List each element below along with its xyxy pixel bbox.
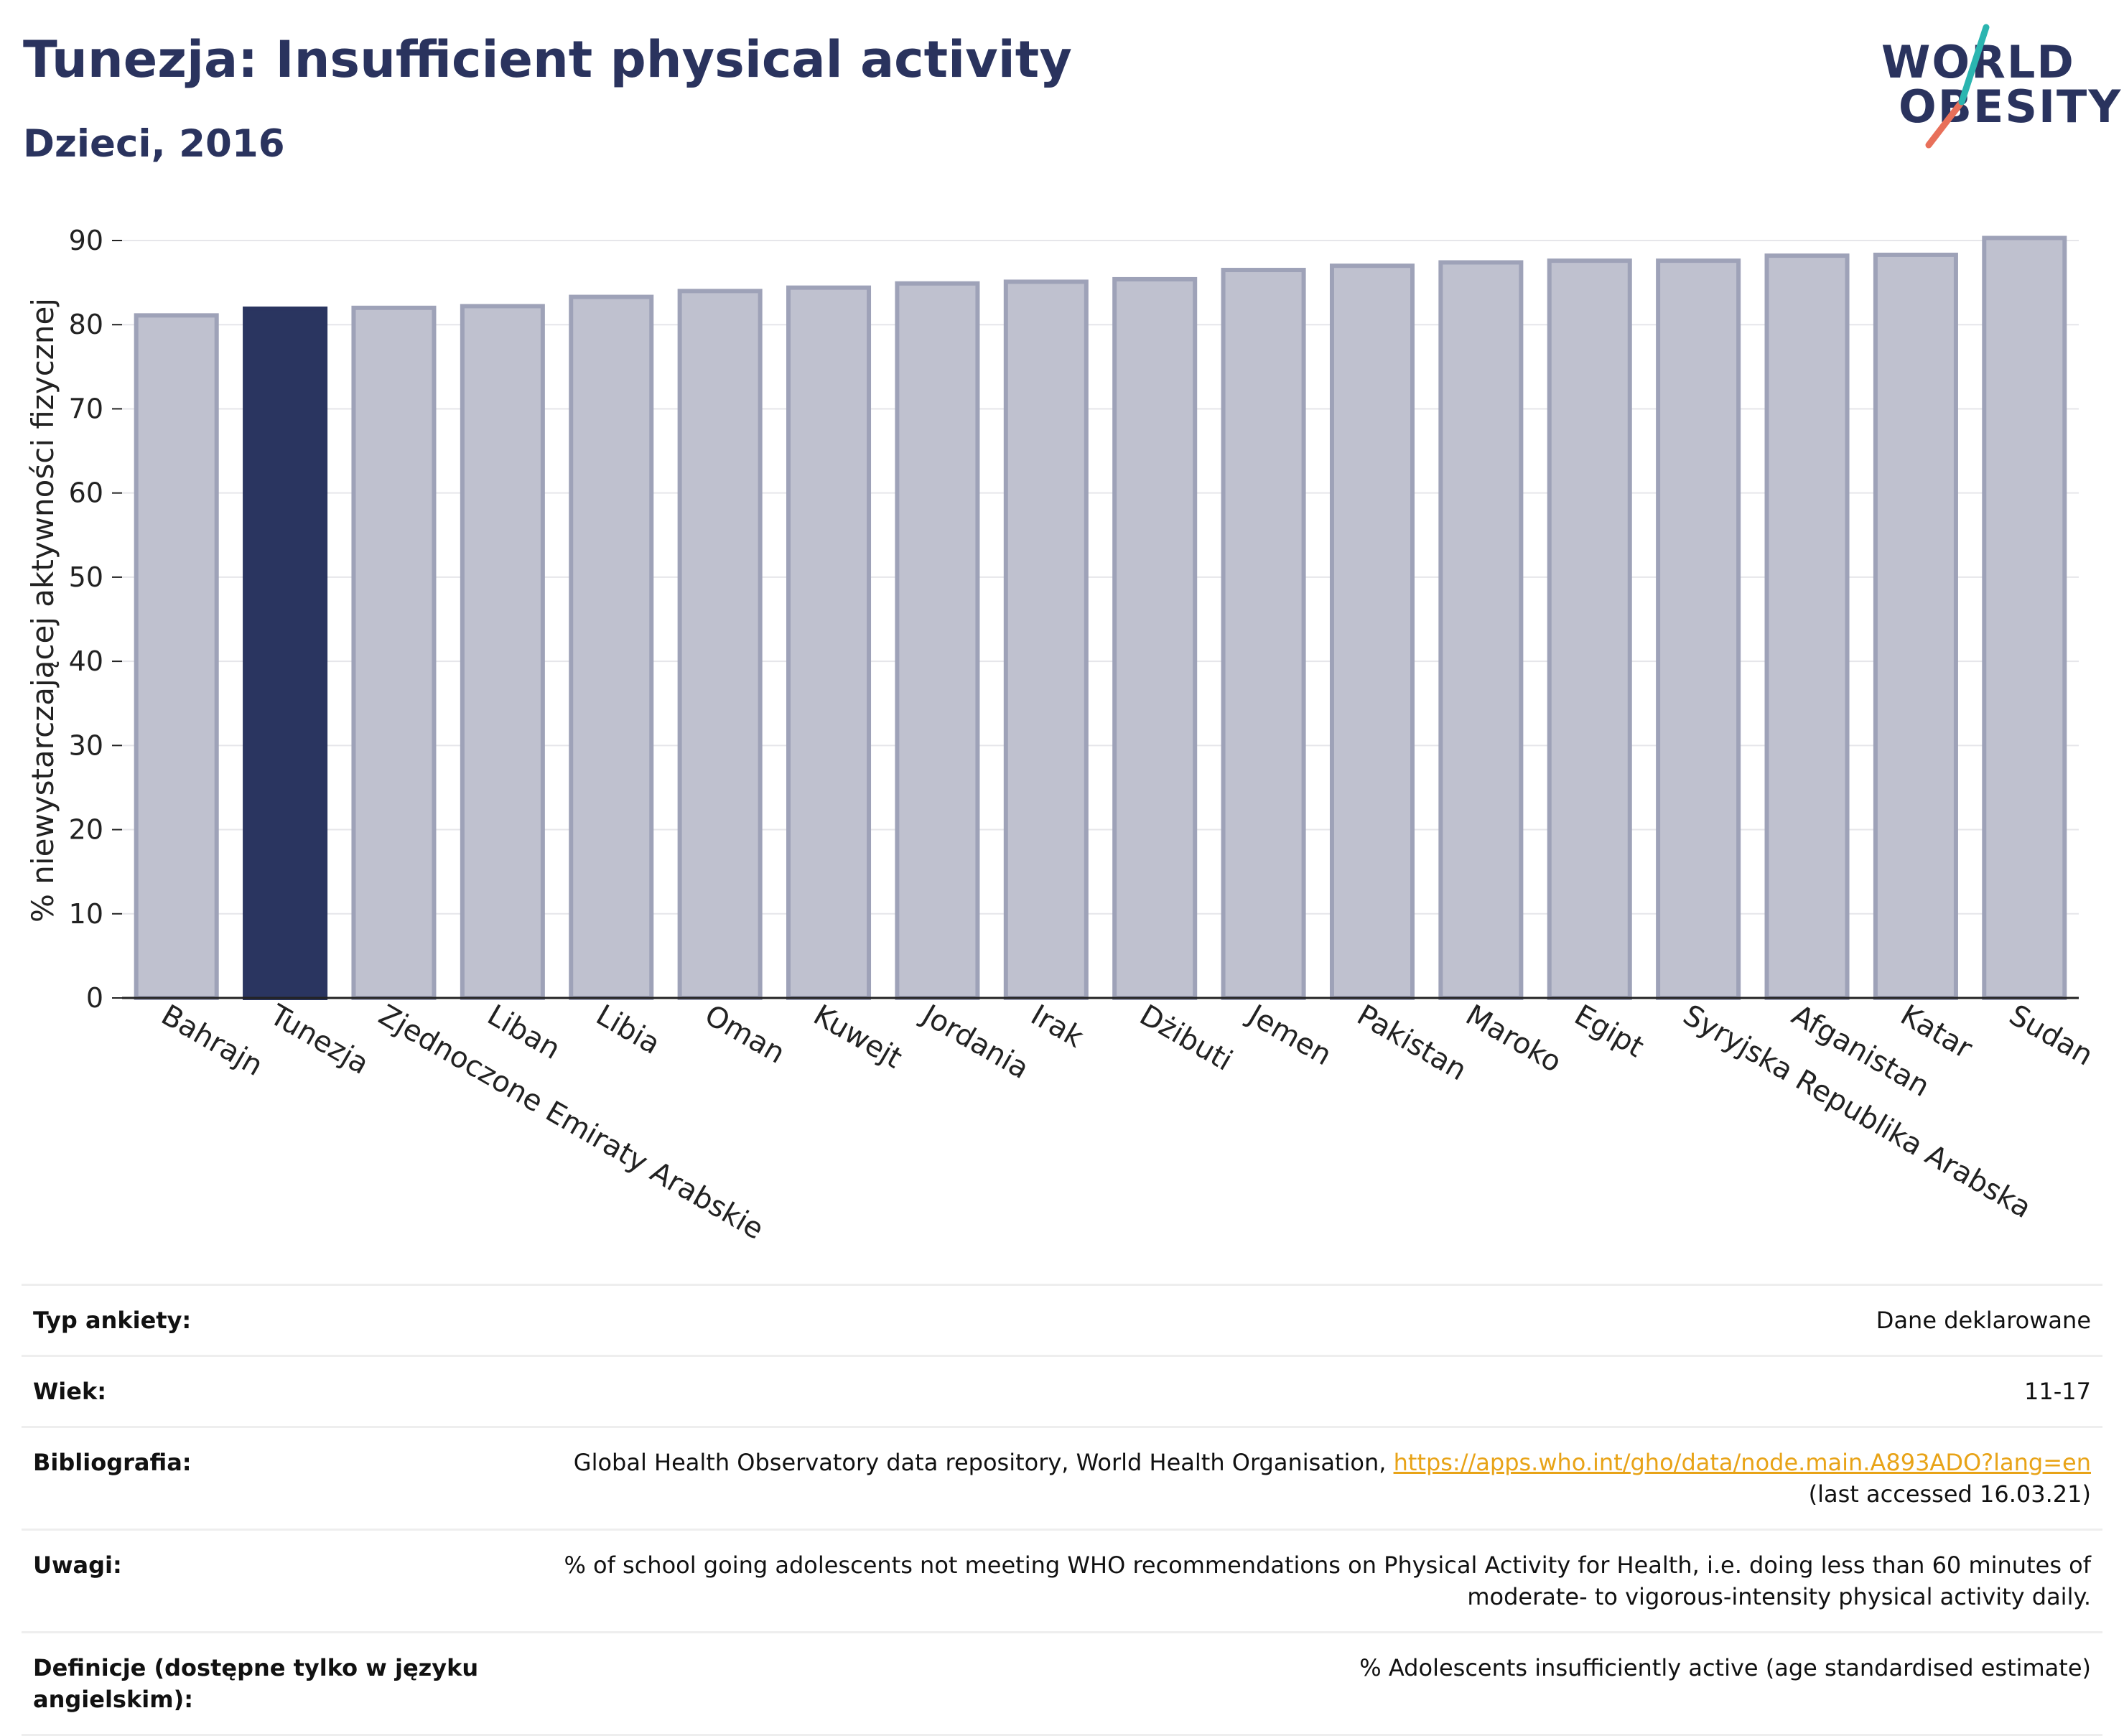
x-tick-label: Sudan (2003, 999, 2098, 1073)
x-tick-label: Liban (482, 999, 566, 1066)
meta-label-notes: Uwagi: (33, 1551, 122, 1579)
meta-row-definitions: Definicje (dostępne tylko w języku angie… (22, 1631, 2102, 1736)
bar-katar[interactable] (1873, 252, 1958, 1001)
meta-row-survey-type: Typ ankiety: Dane deklarowane (22, 1284, 2102, 1355)
x-tick-label: Katar (1895, 999, 1978, 1065)
y-tick-label: 30 (69, 729, 103, 761)
bar-jordania[interactable] (895, 281, 980, 1000)
x-tick-label: Dżibuti (1134, 999, 1238, 1078)
y-tick-label: 80 (69, 309, 103, 340)
meta-label-age: Wiek: (33, 1378, 107, 1405)
bibliography-text: Global Health Observatory data repositor… (573, 1449, 1387, 1476)
x-tick-label: Irak (1025, 999, 1089, 1055)
y-axis-ticks: 0 10 20 30 40 50 60 70 80 90 (69, 225, 122, 1014)
y-tick-label: 60 (69, 477, 103, 509)
bar-liban[interactable] (460, 304, 545, 1000)
x-tick-label: Libia (590, 999, 666, 1061)
meta-value-survey-type: Dane deklarowane (1876, 1307, 2091, 1334)
x-tick-label: Oman (699, 999, 791, 1070)
y-tick-label: 10 (69, 898, 103, 930)
bar-maroko[interactable] (1438, 260, 1524, 1000)
bar-tunezja[interactable] (243, 306, 328, 1000)
logo-text-obesity: OBESITY (1899, 80, 2123, 133)
bar-afganistan[interactable] (1764, 253, 1850, 1001)
bar-egipt[interactable] (1547, 258, 1632, 1001)
x-tick-label: Bahrajn (156, 999, 269, 1083)
y-tick-label: 40 (69, 645, 103, 677)
bar-jemen[interactable] (1221, 268, 1306, 1000)
y-tick-label: 50 (69, 561, 103, 593)
bibliography-accessed: (last accessed 16.03.21) (1808, 1480, 2091, 1508)
bibliography-link[interactable]: https://apps.who.int/gho/data/node.main.… (1393, 1449, 2091, 1476)
bar-pakistan[interactable] (1329, 263, 1415, 1000)
x-tick-label: Egipt (1569, 999, 1649, 1064)
chart-subtitle: Dzieci, 2016 (23, 122, 285, 166)
bar-oman[interactable] (677, 289, 763, 1001)
meta-value-age: 11-17 (2024, 1378, 2091, 1405)
x-tick-label: Maroko (1460, 999, 1567, 1079)
logo-slash-icon (1925, 24, 1990, 149)
bar-libia[interactable] (569, 294, 654, 1000)
meta-row-age: Wiek: 11-17 (22, 1355, 2102, 1426)
x-tick-label: Tunezja (264, 998, 374, 1081)
metadata-table: Typ ankiety: Dane deklarowane Wiek: 11-1… (22, 1284, 2102, 1736)
x-tick-label: Jemen (1241, 997, 1337, 1072)
bar-zjednoczone-emiraty-arabskie[interactable] (351, 305, 437, 1000)
chart-title: Tunezja: Insufficient physical activity (23, 30, 1072, 89)
bar-irak[interactable] (1003, 279, 1089, 1000)
y-tick-label: 90 (69, 225, 103, 256)
grid-lines (122, 240, 2079, 999)
bar-chart: 0 10 20 30 40 50 60 70 80 90 BahrajnTunezjaZjedno… (25, 225, 2099, 1246)
bar-kuwejt[interactable] (786, 285, 872, 1000)
x-tick-label: Pakistan (1351, 999, 1472, 1088)
bars (134, 235, 2067, 1001)
bar-bahrajn[interactable] (134, 313, 219, 1001)
meta-label-survey-type: Typ ankiety: (33, 1307, 192, 1334)
bar-sudan[interactable] (1982, 235, 2067, 1001)
meta-row-notes: Uwagi: % of school going adolescents not… (22, 1529, 2102, 1631)
x-tick-label: Jordania (915, 997, 1035, 1086)
meta-value-bibliography: Global Health Observatory data repositor… (504, 1428, 2102, 1529)
meta-value-definitions: % Adolescents insufficiently active (age… (1359, 1654, 2091, 1681)
meta-label-definitions: Definicje (dostępne tylko w języku angie… (33, 1654, 479, 1713)
x-tick-label: Kuwejt (808, 999, 908, 1075)
meta-value-notes: % of school going adolescents not meetin… (564, 1551, 2091, 1610)
bar-syryjska-republika-arabska[interactable] (1656, 258, 1741, 1001)
meta-row-bibliography: Bibliografia: Global Health Observatory … (22, 1426, 2102, 1529)
meta-label-bibliography: Bibliografia: (33, 1449, 192, 1476)
x-tick-label: Zjednoczone Emiraty Arabskie (373, 999, 769, 1246)
bar-dżibuti[interactable] (1112, 276, 1198, 1000)
y-tick-label: 20 (69, 814, 103, 846)
y-tick-label: 0 (86, 982, 103, 1014)
y-tick-label: 70 (69, 393, 103, 424)
y-axis-label: % niewystarczającej aktywności fizycznej (25, 298, 60, 923)
world-obesity-logo[interactable]: WORLD OBESITY (1867, 22, 2120, 158)
